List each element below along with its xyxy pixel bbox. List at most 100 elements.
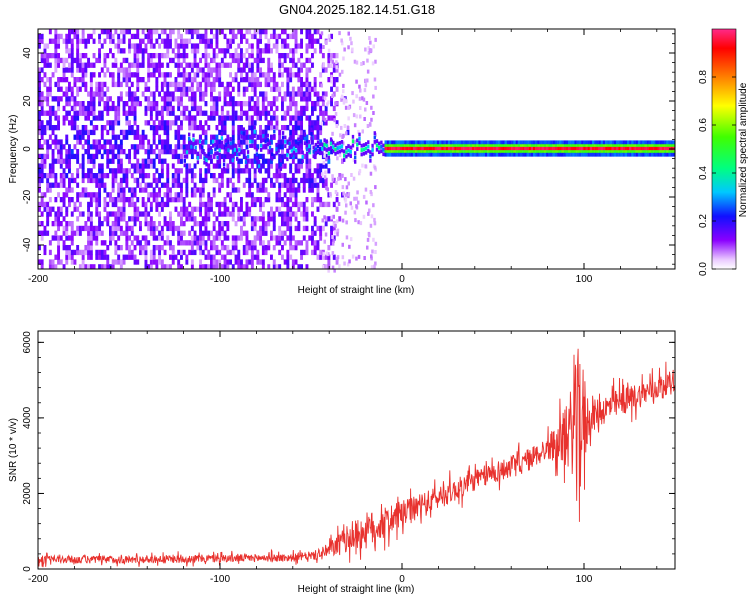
spectrogram-cell — [158, 177, 162, 184]
spectrogram-ridge-cell — [592, 150, 595, 155]
spectrogram-cell — [201, 216, 205, 222]
spectrogram-cell — [130, 225, 134, 232]
spectrogram-cell — [335, 67, 339, 73]
spectrogram-cell — [68, 177, 71, 184]
spectrogram-cell — [264, 158, 268, 164]
spectrogram-cell — [190, 62, 194, 68]
spectrogram-cell — [272, 115, 276, 121]
spectrogram-cell — [177, 43, 181, 49]
spectrogram-ridge-cell — [458, 143, 462, 147]
spectrogram-cell — [229, 38, 233, 44]
spectrogram-cell — [226, 211, 230, 217]
spectrogram-cell — [40, 230, 44, 236]
spectrogram-ridge-cell — [380, 149, 383, 154]
spectrogram-cell — [155, 206, 159, 212]
spectrogram-ridge-cell — [605, 143, 608, 147]
spectrogram-cell — [349, 201, 352, 206]
spectrogram-cell — [311, 139, 314, 145]
spectrogram-ridge-cell — [642, 150, 645, 155]
spectrogram-cell — [128, 67, 132, 73]
spectrogram-ridge-cell — [266, 142, 269, 147]
spectrogram-ridge-cell — [458, 152, 462, 157]
spectrogram-cell — [275, 163, 279, 169]
spectrogram-cell — [297, 168, 301, 174]
spectrogram-cell — [267, 163, 271, 169]
spectrogram-cell — [65, 225, 69, 232]
spectrogram-ridge-cell — [447, 143, 451, 147]
spectrogram-ridge-cell — [482, 146, 486, 151]
spectrogram-cell — [38, 91, 41, 97]
spectrogram-cell — [174, 86, 178, 92]
spectrogram-cell — [144, 254, 148, 260]
spectrogram-ridge-cell — [277, 144, 280, 149]
spectrogram-ridge-cell — [509, 143, 512, 147]
spectrogram-cell — [78, 62, 82, 68]
spectrogram-cell — [283, 43, 287, 49]
spectrogram-cell — [369, 171, 373, 176]
spectrogram-cell — [210, 230, 213, 236]
spectrogram-ridge-cell — [587, 152, 590, 157]
spectrogram-cell — [311, 177, 314, 184]
spectrogram-cell — [316, 115, 320, 121]
spectrogram-cell — [149, 201, 153, 208]
spectrogram-cell — [237, 177, 241, 184]
spectrogram-ridge-cell — [509, 150, 512, 155]
spectrogram-cell — [169, 91, 172, 97]
spectrogram-cell — [357, 220, 360, 225]
spectrogram-ridge-cell — [386, 146, 390, 151]
spectrogram-ridge-cell — [417, 150, 420, 155]
spectrogram-cell — [201, 240, 205, 246]
spectrogram-cell — [190, 177, 194, 184]
spectrogram-cell — [114, 230, 118, 236]
spectrogram-cell — [169, 197, 172, 203]
spectrogram-ridge-cell — [358, 136, 361, 141]
spectrogram-cell — [180, 187, 183, 193]
spectrogram-ridge-cell — [513, 143, 516, 147]
spectrogram-ridge-cell — [526, 140, 529, 145]
spectrogram-cell — [330, 225, 334, 232]
spectrogram-ridge-cell — [659, 152, 663, 157]
spectrogram-cell — [158, 201, 162, 208]
spectrogram-cell — [226, 249, 230, 256]
spectrogram-cell — [253, 197, 257, 203]
spectrogram-cell — [106, 259, 110, 265]
spectrogram-cell — [242, 77, 246, 83]
spectrogram-ridge-cell — [183, 154, 186, 159]
spectrogram-cell — [109, 211, 112, 217]
spectrogram-cell — [51, 110, 55, 116]
spectrogram-ridge-cell — [578, 152, 582, 157]
spectrogram-cell — [78, 67, 82, 73]
spectrogram-cell — [155, 77, 159, 83]
spectrogram-cell — [51, 38, 55, 44]
spectrogram-cell — [169, 110, 172, 116]
spectrogram-cell — [372, 44, 375, 49]
spectrogram-cell — [231, 86, 235, 92]
spectrogram-cell — [272, 43, 276, 49]
spectrogram-cell — [204, 254, 208, 260]
spectrogram-cell — [70, 153, 74, 160]
spectrogram-cell — [81, 77, 85, 83]
spectrogram-ridge-cell — [517, 150, 521, 155]
spectrogram-ridge-cell — [450, 152, 453, 157]
spectrogram-cell — [144, 249, 148, 256]
spectrogram-ridge-cell — [487, 146, 490, 151]
spectrogram-cell — [114, 62, 118, 68]
spectrogram-ridge-cell — [233, 147, 237, 152]
spectrogram-cell — [193, 77, 197, 83]
spectrogram-cell — [119, 211, 123, 217]
spectrogram-ridge-cell — [578, 146, 582, 151]
spectrogram-cell — [160, 158, 164, 164]
spectrogram-cell — [130, 163, 134, 169]
spectrogram-cell — [139, 134, 142, 140]
spectrogram-ridge-cell — [362, 143, 366, 148]
spectrogram-cell — [169, 225, 172, 232]
spectrogram-cell — [302, 81, 306, 88]
spectrogram-cell — [259, 182, 263, 188]
spectrogram-cell — [98, 57, 102, 64]
spectrogram-cell — [76, 57, 80, 64]
spectrogram-cell — [199, 245, 203, 251]
spectrogram-cell — [119, 259, 123, 265]
spectrogram-cell — [261, 225, 265, 232]
spectrogram-cell — [84, 72, 88, 78]
spectrogram-cell — [278, 91, 282, 97]
